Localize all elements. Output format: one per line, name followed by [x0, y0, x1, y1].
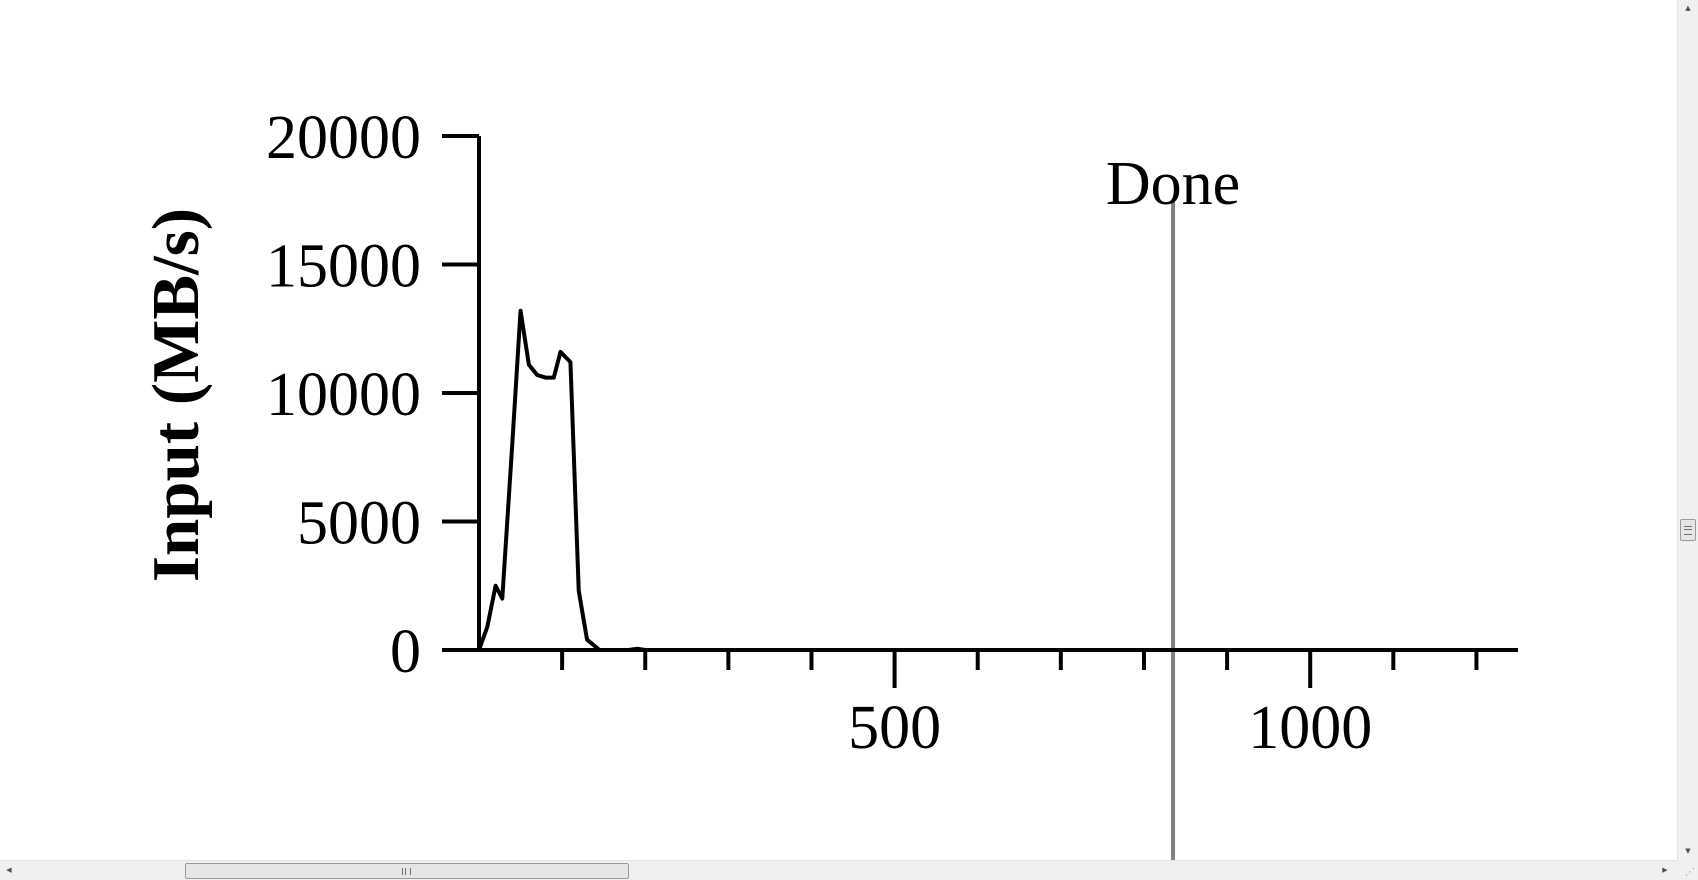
horizontal-scrollbar[interactable]: ◀ ▶	[0, 860, 1677, 880]
grip-icon	[1684, 526, 1692, 535]
vertical-scrollbar[interactable]: ▲ ▼	[1677, 0, 1698, 860]
y-axis-title: Input (MB/s)	[139, 208, 213, 582]
chart-axes	[442, 136, 1518, 652]
scroll-left-arrow-icon[interactable]: ◀	[6, 866, 12, 874]
y-tick-label: 15000	[266, 233, 421, 301]
chart: 0 5000 10000 15000 20000 500 1000 Done Input (…	[139, 104, 1519, 860]
scroll-right-arrow-icon[interactable]: ▶	[1662, 866, 1668, 874]
vertical-scroll-thumb[interactable]	[1680, 519, 1696, 541]
y-tick-label: 0	[390, 618, 421, 686]
done-marker-label: Done	[1106, 150, 1240, 218]
horizontal-scroll-thumb[interactable]	[185, 863, 629, 879]
series-line	[477, 308, 1518, 652]
y-tick-label: 10000	[266, 361, 421, 429]
chart-annotations: Done	[1106, 150, 1240, 860]
chart-viewport: 0 5000 10000 15000 20000 500 1000 Done Input (…	[139, 104, 1519, 860]
chart-tick-labels: 0 5000 10000 15000 20000 500 1000	[266, 104, 1372, 762]
chart-series	[477, 308, 1519, 652]
scrollbar-corner: ⋰	[1677, 860, 1698, 880]
chart-ticks	[442, 134, 1479, 688]
x-tick-label: 500	[848, 694, 941, 762]
grip-icon	[402, 868, 411, 875]
y-tick-label: 5000	[297, 490, 421, 558]
resize-grip-icon[interactable]: ⋰	[1685, 867, 1695, 878]
y-tick-label: 20000	[266, 104, 421, 172]
scroll-down-arrow-icon[interactable]: ▼	[1685, 847, 1691, 855]
scroll-up-arrow-icon[interactable]: ▲	[1685, 4, 1691, 12]
x-tick-label: 1000	[1248, 694, 1372, 762]
